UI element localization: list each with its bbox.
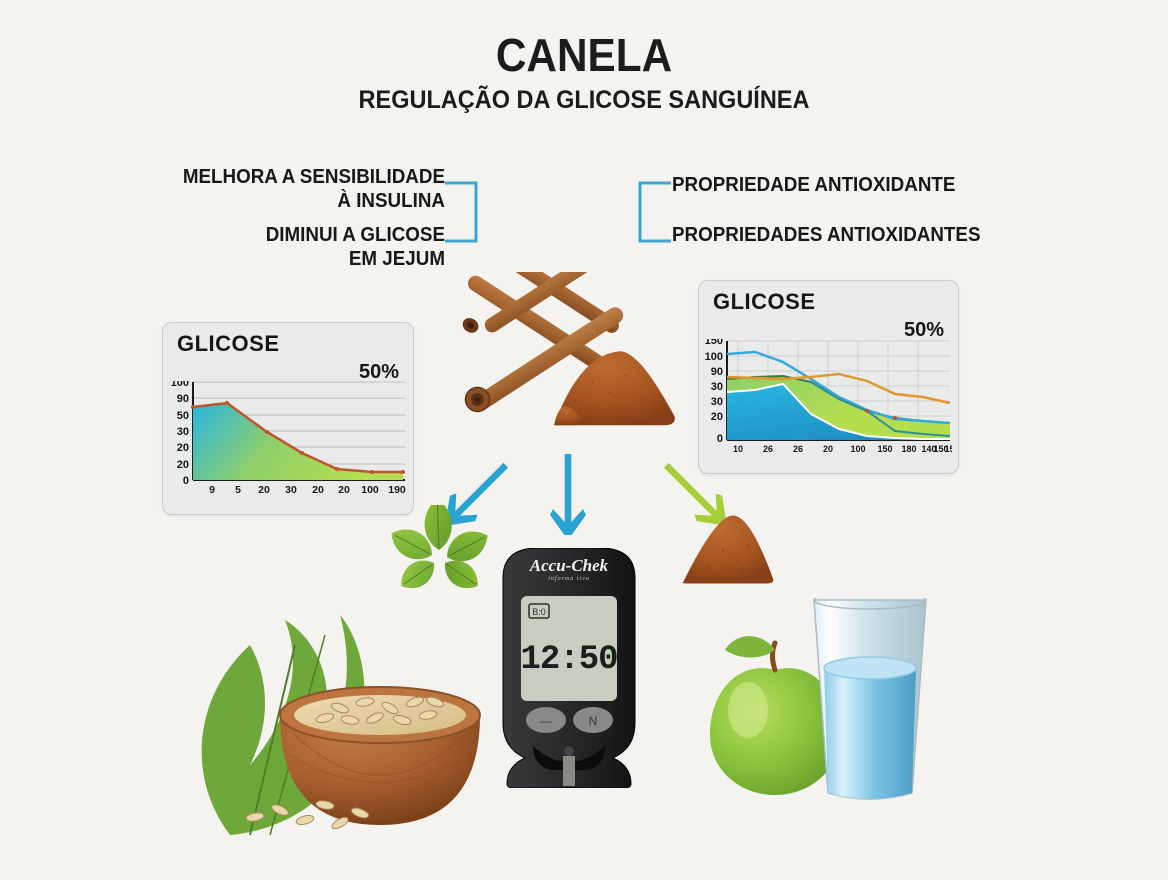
svg-text:150: 150 [705,339,723,347]
svg-text:100: 100 [171,381,189,389]
svg-text:150: 150 [877,444,892,454]
svg-text:150: 150 [944,444,952,454]
svg-text:90: 90 [177,393,189,405]
svg-text:100: 100 [850,444,865,454]
svg-text:12:50: 12:50 [520,641,617,679]
svg-text:20: 20 [177,442,189,454]
svg-text:20: 20 [338,484,350,496]
svg-text:100: 100 [705,351,723,363]
svg-text:30: 30 [711,381,723,393]
svg-text:0: 0 [183,475,189,487]
svg-text:30: 30 [711,396,723,408]
svg-text:20: 20 [312,484,324,496]
svg-text:Accu-Chek: Accu-Chek [529,556,609,575]
svg-text:30: 30 [177,426,189,438]
svg-text:N: N [589,714,598,728]
svg-text:5: 5 [235,484,241,496]
svg-text:30: 30 [285,484,297,496]
svg-text:informa tivo: informa tivo [548,575,590,582]
svg-text:100: 100 [361,484,379,496]
svg-text:90: 90 [711,366,723,378]
svg-text:50: 50 [177,410,189,422]
svg-text:26: 26 [763,444,773,454]
svg-text:180: 180 [901,444,916,454]
svg-text:—: — [540,714,552,728]
svg-text:20: 20 [177,459,189,471]
svg-text:20: 20 [823,444,833,454]
svg-text:20: 20 [711,411,723,423]
svg-text:190: 190 [388,484,406,496]
svg-text:26: 26 [793,444,803,454]
svg-text:9: 9 [209,484,215,496]
svg-text:20: 20 [258,484,270,496]
svg-text:0: 0 [717,433,723,445]
svg-text:B:0: B:0 [532,607,546,617]
